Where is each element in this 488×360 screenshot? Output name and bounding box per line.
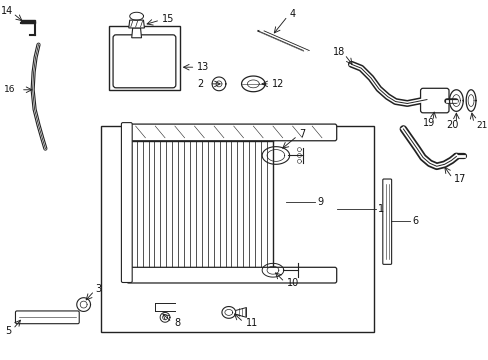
Bar: [101, 126, 373, 332]
FancyBboxPatch shape: [113, 35, 176, 88]
Text: 7: 7: [299, 129, 305, 139]
Text: 18: 18: [332, 48, 344, 58]
Text: 2: 2: [197, 79, 203, 89]
Text: 3: 3: [95, 284, 102, 294]
Polygon shape: [21, 20, 35, 23]
Bar: [109, 26, 180, 90]
Text: 10: 10: [286, 278, 298, 288]
Polygon shape: [235, 307, 246, 317]
FancyBboxPatch shape: [126, 267, 336, 283]
Polygon shape: [131, 28, 141, 38]
Text: 4: 4: [289, 9, 295, 19]
Text: 14: 14: [1, 6, 13, 16]
Text: 1: 1: [377, 204, 383, 215]
Text: 12: 12: [271, 79, 284, 89]
Text: 20: 20: [446, 120, 458, 130]
FancyBboxPatch shape: [16, 311, 79, 324]
Text: 9: 9: [316, 197, 323, 207]
Text: 16: 16: [3, 85, 15, 94]
FancyBboxPatch shape: [121, 123, 132, 283]
FancyBboxPatch shape: [382, 179, 391, 264]
Text: 21: 21: [475, 121, 487, 130]
Text: 5: 5: [5, 326, 11, 336]
Text: 13: 13: [197, 62, 209, 72]
Text: 15: 15: [162, 14, 174, 24]
Text: 19: 19: [422, 118, 434, 128]
Text: 11: 11: [245, 318, 257, 328]
FancyBboxPatch shape: [420, 88, 448, 113]
Polygon shape: [128, 20, 144, 28]
Text: 17: 17: [453, 174, 466, 184]
Text: 8: 8: [174, 318, 180, 328]
FancyBboxPatch shape: [126, 124, 336, 141]
Text: 6: 6: [411, 216, 418, 226]
